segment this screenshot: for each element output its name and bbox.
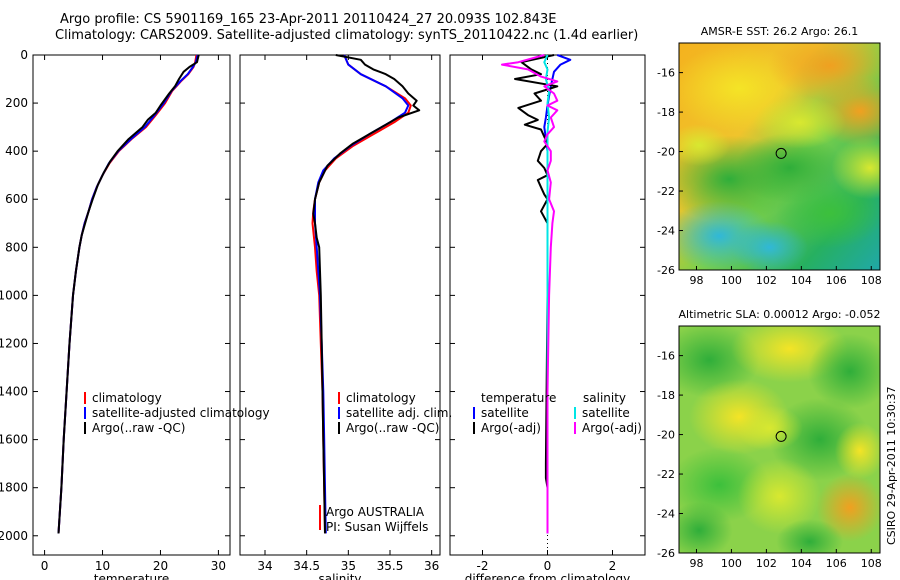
sst-map-xtick-label: 106 [826, 274, 847, 287]
depth-tick-label: 1000 [0, 288, 28, 302]
salinity-xlabel: salinity [318, 572, 361, 580]
depth-tick-label: 200 [5, 96, 28, 110]
temperature-legend-label: climatology [92, 391, 162, 405]
sla-map-xtick-label: 100 [721, 557, 742, 570]
sla-map-xtick-label: 102 [756, 557, 777, 570]
sla-map-xtick-label: 98 [689, 557, 703, 570]
difference-legend-label: satellite [481, 406, 529, 420]
sst-map-xtick-label: 108 [861, 274, 882, 287]
sst-map-ytick-label: -24 [657, 225, 675, 238]
salinity-series-argo [312, 54, 421, 534]
annotation-argo-australia: Argo AUSTRALIA [326, 505, 425, 519]
sla-map-xtick-label: 106 [826, 557, 847, 570]
sla-field-patch [816, 473, 880, 542]
sla-map-argo-location-marker [775, 430, 787, 442]
sst-map-ytick-label: -26 [657, 264, 675, 277]
salinity-legend-label: satellite adj. clim. [346, 406, 452, 420]
salinity-xtick-label: 34.5 [293, 559, 320, 573]
depth-tick-label: 0 [20, 48, 28, 62]
depth-tick-label: 1800 [0, 481, 28, 495]
sst-field-patch [753, 96, 846, 149]
sla-map-title: Altimetric SLA: 0.00012 Argo: -0.052 [679, 308, 881, 321]
salinity-xtick-label: 35.5 [377, 559, 404, 573]
salinity-series-satellite [314, 54, 410, 534]
difference-series-sal-argo [501, 54, 559, 534]
temperature-xtick-label: 10 [95, 559, 110, 573]
sla-map-ytick-label: -18 [657, 389, 675, 402]
csiro-timestamp: CSIRO 29-Apr-2011 10:30:37 [885, 386, 898, 545]
sst-map-ytick-label: -22 [657, 185, 675, 198]
temperature-xlabel: temperature [94, 572, 169, 580]
depth-tick-label: 600 [5, 192, 28, 206]
temperature-legend-label: satellite-adjusted climatology [92, 406, 270, 420]
salinity-xtick-label: 34 [257, 559, 272, 573]
sst-map-ytick-label: -20 [657, 146, 675, 159]
difference-legend-title-salinity: salinity [583, 391, 626, 405]
difference-series-temp-argo [514, 54, 559, 534]
salinity-legend-label: Argo(..raw -QC) [346, 421, 439, 435]
sla-map-ytick-label: -24 [657, 508, 675, 521]
sst-map-argo-location-marker [775, 147, 787, 159]
sst-map-xtick-label: 104 [791, 274, 812, 287]
sla-field-patch [776, 518, 844, 553]
salinity-xtick-label: 35 [341, 559, 356, 573]
salinity-legend-label: climatology [346, 391, 416, 405]
sst-map-xtick-label: 98 [689, 274, 703, 287]
salinity-axes-box [239, 54, 441, 556]
sst-map-field [679, 43, 880, 270]
annotation-pi-name: PI: Susan Wijffels [326, 520, 428, 534]
difference-xlabel: difference from climatology [465, 572, 631, 580]
difference-legend-label: Argo(-adj) [582, 421, 642, 435]
depth-tick-label: 1400 [0, 385, 28, 399]
temperature-xtick-label: 0 [41, 559, 49, 573]
depth-tick-label: 400 [5, 144, 28, 158]
temperature-axes-box [32, 54, 231, 556]
sla-map-xtick-label: 104 [791, 557, 812, 570]
sst-map-title: AMSR-E SST: 26.2 Argo: 26.1 [701, 25, 859, 38]
temperature-xtick-label: 20 [153, 559, 168, 573]
sla-map-ytick-label: -26 [657, 547, 675, 560]
sst-map-xtick-label: 102 [756, 274, 777, 287]
figure-title-line2: Climatology: CARS2009. Satellite-adjuste… [55, 28, 639, 43]
sla-map-ytick-label: -20 [657, 429, 675, 442]
salinity-series-climatology [311, 54, 412, 534]
figure-title-line1: Argo profile: CS 5901169_165 23-Apr-2011… [60, 12, 557, 27]
sst-map-axes-box [678, 42, 881, 271]
difference-xtick-label: 0 [544, 559, 552, 573]
difference-legend-label: Argo(-adj) [481, 421, 541, 435]
depth-tick-label: 800 [5, 240, 28, 254]
temperature-legend-label: Argo(..raw -QC) [92, 421, 185, 435]
depth-tick-label: 2000 [0, 529, 28, 543]
sla-field-patch [737, 458, 822, 535]
sla-field-patch [807, 333, 880, 410]
difference-xtick-label: 2 [609, 559, 617, 573]
sla-map-ytick-label: -22 [657, 468, 675, 481]
temperature-series-argo [57, 54, 200, 534]
temperature-xtick-label: 30 [211, 559, 226, 573]
salinity-xtick-label: 36 [424, 559, 439, 573]
sst-field-patch [679, 124, 731, 167]
sla-field-patch [679, 501, 733, 553]
sla-map-ytick-label: -16 [657, 350, 675, 363]
difference-xtick-label: -2 [477, 559, 489, 573]
sla-field-patch [834, 422, 880, 480]
sla-map-xtick-label: 108 [861, 557, 882, 570]
sst-field-patch [831, 136, 880, 200]
sla-map-axes-box [678, 325, 881, 554]
sst-map-ytick-label: -16 [657, 67, 675, 80]
depth-tick-label: 1200 [0, 336, 28, 350]
difference-legend-title-temperature: temperature [481, 391, 556, 405]
temperature-series-satellite [57, 54, 199, 534]
sla-map-field [679, 326, 880, 553]
sst-map-ytick-label: -18 [657, 106, 675, 119]
sla-field-patch [735, 405, 803, 451]
sst-map-xtick-label: 100 [721, 274, 742, 287]
depth-tick-label: 1600 [0, 433, 28, 447]
temperature-series-climatology [57, 54, 198, 534]
difference-legend-label: satellite [582, 406, 630, 420]
